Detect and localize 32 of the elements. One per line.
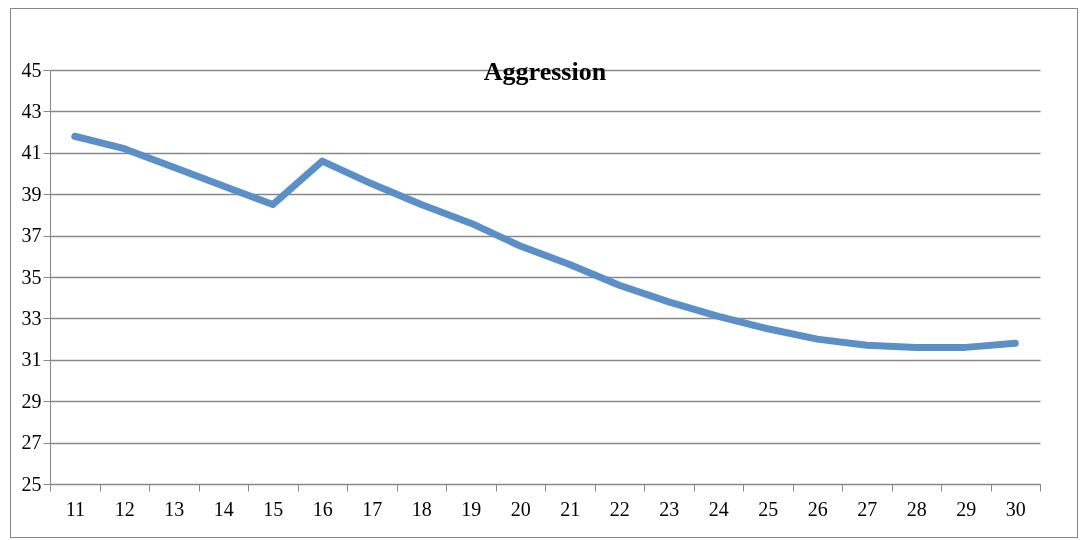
y-tick-label: 31 [21,348,42,371]
x-tick-label: 23 [659,497,680,520]
x-tick-label: 26 [807,497,828,520]
x-tick-label: 18 [411,497,432,520]
y-tick-label: 27 [21,431,42,454]
x-tick-label: 20 [510,497,531,520]
x-tick-label: 30 [1005,497,1026,520]
y-tick-label: 29 [21,389,42,412]
y-tick-label: 35 [21,265,42,288]
y-tick-label: 33 [21,306,42,329]
x-tick-label: 15 [263,497,284,520]
x-tick-label: 21 [560,497,581,520]
y-tick-label: 37 [21,224,42,247]
x-tick-label: 27 [857,497,878,520]
x-tick-label: 17 [362,497,383,520]
y-tick-label: 25 [21,472,42,495]
x-tick-label: 14 [213,497,234,520]
x-tick-label: 29 [956,497,977,520]
x-tick-label: 19 [461,497,482,520]
chart-title: Aggression [483,57,607,86]
x-tick-label: 16 [312,497,333,520]
y-tick-label: 43 [21,99,42,122]
x-tick-label: 25 [758,497,779,520]
x-tick-label: 11 [65,497,85,520]
x-tick-label: 12 [114,497,135,520]
y-tick-label: 39 [21,182,42,205]
y-tick-label: 41 [21,141,42,164]
x-tick-label: 24 [708,497,729,520]
y-tick-label: 45 [21,58,42,81]
x-tick-label: 28 [906,497,927,520]
x-tick-label: 22 [609,497,630,520]
x-tick-label: 13 [164,497,185,520]
